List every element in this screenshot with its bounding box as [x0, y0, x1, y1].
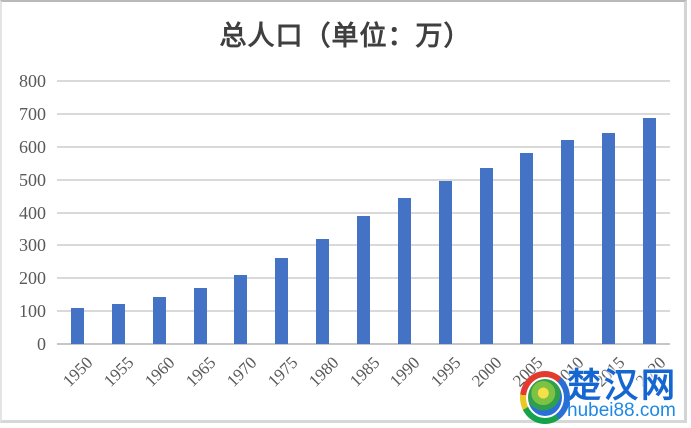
x-tick-label: 1990 [386, 353, 424, 391]
bar-slot [302, 81, 343, 344]
y-tick-label: 400 [19, 202, 46, 223]
chart-title: 总人口（单位：万） [219, 21, 472, 51]
x-axis-line [57, 343, 670, 345]
watermark-site-url: hubei88.com [567, 400, 676, 421]
bar [602, 132, 616, 344]
x-tick-label: 1975 [263, 353, 302, 391]
gridline [57, 211, 670, 214]
bar-slot [588, 81, 629, 344]
bar-slot [180, 81, 221, 344]
bar [561, 140, 575, 344]
bar [438, 181, 452, 344]
bar-slot [220, 81, 261, 344]
bar-slot [425, 81, 466, 344]
bar [642, 118, 656, 344]
bar [397, 198, 411, 344]
x-tick-label: 1965 [181, 353, 220, 391]
bar [234, 274, 248, 344]
bar [111, 303, 125, 344]
watermark-site-name: 楚汉网 [567, 367, 678, 405]
bar-slot [384, 81, 425, 344]
y-tick-label: 200 [19, 268, 46, 289]
bar-slot [98, 81, 139, 344]
gridline [57, 80, 670, 82]
watermark: 楚汉网 hubei88.com [520, 369, 678, 424]
bar [70, 307, 84, 344]
gridline [57, 145, 670, 148]
bar-slot [466, 81, 507, 344]
y-tick-label: 600 [19, 136, 46, 157]
x-tick-label: 1960 [141, 353, 179, 391]
y-tick-label: 700 [19, 103, 46, 124]
y-tick-label: 800 [19, 71, 46, 91]
x-tick-label: 1980 [304, 353, 343, 391]
bar [316, 238, 330, 344]
x-tick-label: 1955 [100, 353, 138, 391]
gridline [57, 178, 670, 181]
bar-slot [57, 81, 98, 344]
bar [275, 258, 289, 344]
y-tick-label: 500 [19, 169, 46, 190]
bars [57, 81, 670, 344]
bar [520, 153, 534, 344]
bar-slot [629, 81, 670, 344]
bar [356, 216, 370, 344]
x-tick-label: 1970 [222, 353, 261, 391]
bar-slot [343, 81, 384, 344]
globe-swirl-logo-icon [520, 371, 570, 424]
bar-slot [139, 81, 180, 344]
bar [479, 168, 493, 344]
y-tick-label: 300 [19, 235, 46, 256]
bar [193, 288, 207, 344]
gridline [57, 112, 670, 115]
y-tick-label: 0 [37, 334, 46, 354]
x-tick-label: 1985 [345, 353, 383, 391]
bar-slot [547, 81, 588, 344]
watermark-text: 楚汉网 hubei88.com [567, 369, 678, 421]
y-tick-label: 100 [19, 301, 46, 322]
bar-slot [506, 81, 547, 344]
bar [152, 297, 166, 344]
bar-slot [261, 81, 302, 344]
y-axis: 0 100 200 300 400 500 600 700 800 [0, 72, 46, 353]
x-tick-label: 1950 [59, 353, 97, 391]
x-tick-label: 1995 [427, 353, 465, 391]
x-tick-label: 2000 [468, 353, 506, 391]
plot-area [57, 80, 670, 345]
